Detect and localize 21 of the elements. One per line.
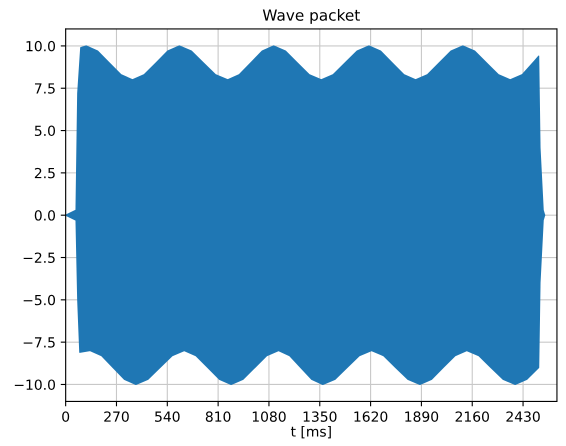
- x-tick-label: 270: [104, 411, 129, 422]
- x-tick-label: 1890: [405, 411, 438, 422]
- y-tick-label: −5.0: [24, 294, 56, 306]
- y-tick-label: −7.5: [24, 337, 55, 348]
- y-tick-label: 5.0: [34, 126, 56, 136]
- x-tick-label: 540: [155, 411, 180, 422]
- x-tick-label: 0: [62, 411, 70, 422]
- chart-title: Wave packet: [262, 9, 360, 24]
- x-tick-label: 1350: [304, 411, 337, 422]
- y-tick-label: 0.0: [34, 210, 56, 221]
- y-tick-label: −2.5: [24, 252, 55, 263]
- y-tick-label: 10.0: [26, 40, 56, 52]
- x-tick-label: 810: [206, 411, 230, 422]
- x-tick-label: 1080: [252, 411, 286, 422]
- y-tick-label: 7.5: [34, 83, 55, 94]
- y-tick-label: −10.0: [14, 379, 56, 390]
- x-tick-label: 2430: [506, 411, 540, 422]
- y-tick-label: 2.5: [34, 168, 55, 178]
- x-tick-label: 1620: [354, 411, 388, 422]
- x-tick-label: 2160: [456, 411, 489, 422]
- x-axis-title: t [ms]: [290, 426, 331, 438]
